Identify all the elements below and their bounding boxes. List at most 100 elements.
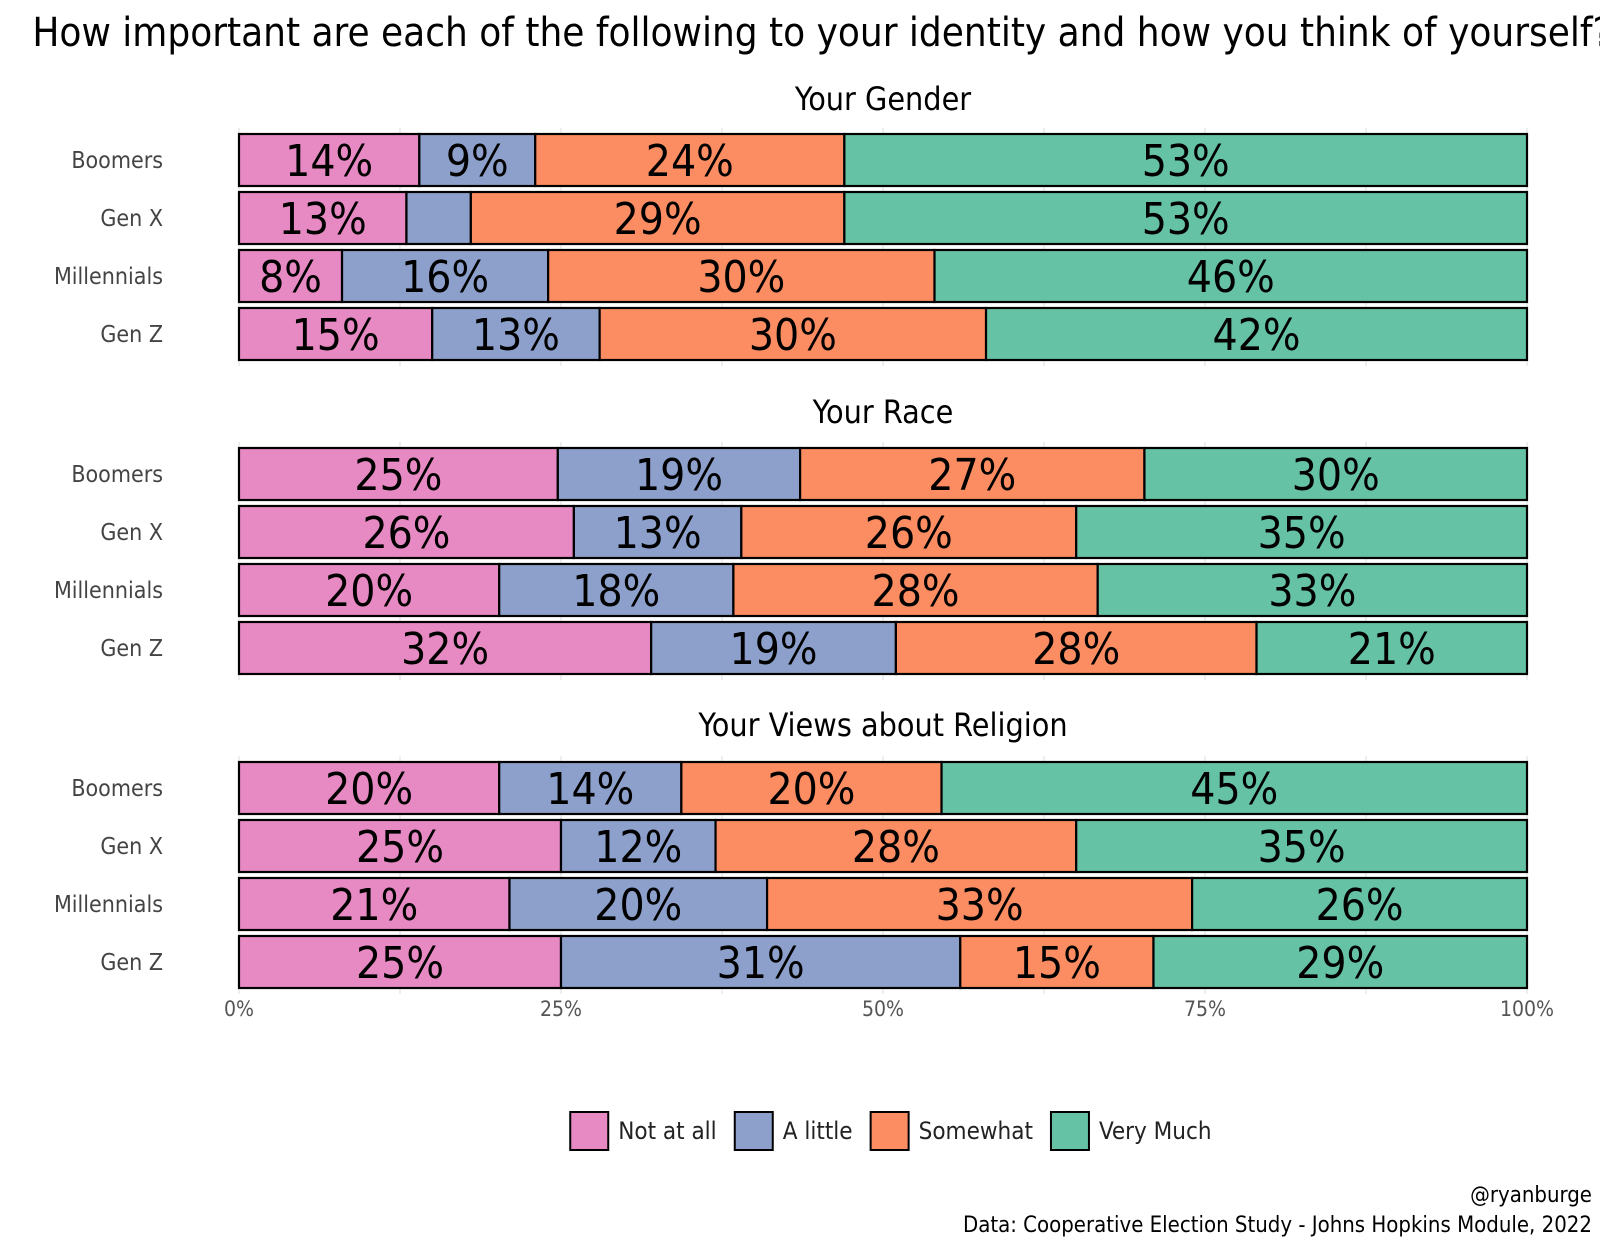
bar-segment-very-much xyxy=(984,306,1529,362)
x-tick-label: 50% xyxy=(862,997,904,1021)
legend-label: Not at all xyxy=(618,1117,716,1145)
legend-item-somewhat: Somewhat xyxy=(869,1111,1033,1151)
y-tick-label: Gen Z xyxy=(100,950,163,976)
y-tick-label: Gen X xyxy=(100,834,163,860)
bar-segment-a-little xyxy=(650,620,897,676)
facet-your-gender: Your Gender Boomers 14% 9% 24% 53% Gen X 13% 29%… xyxy=(54,80,1529,362)
x-tick-label: 25% xyxy=(540,997,582,1021)
data-label: 30% xyxy=(697,252,785,303)
data-label: 20% xyxy=(325,566,413,617)
data-label: 29% xyxy=(1296,938,1384,989)
x-tick-label: 0% xyxy=(224,997,254,1021)
bar-segment-somewhat xyxy=(894,620,1258,676)
bar-segment-very-much xyxy=(1143,446,1529,502)
facet-your-views-about-religion: Your Views about Religion Boomers 20% 14% 20… xyxy=(54,706,1529,990)
data-label: 27% xyxy=(928,450,1016,501)
bar-segment-very-much xyxy=(940,760,1529,816)
bar-segment-somewhat xyxy=(598,306,988,362)
legend-label: Somewhat xyxy=(919,1117,1033,1145)
facet-title: Your Gender xyxy=(794,80,971,118)
data-label: 33% xyxy=(1268,566,1356,617)
data-label: 42% xyxy=(1213,310,1301,361)
bar-segment-a-little xyxy=(431,306,601,362)
data-label: 28% xyxy=(852,822,940,873)
data-label: 14% xyxy=(546,764,634,815)
bar-segment-very-much xyxy=(1075,818,1529,874)
data-label: 21% xyxy=(1348,624,1436,675)
data-label: 19% xyxy=(635,450,723,501)
data-label: 31% xyxy=(717,938,805,989)
legend-item-a-little: A little xyxy=(733,1111,853,1151)
data-label: 13% xyxy=(614,508,702,559)
bar-segment-a-little xyxy=(340,248,550,304)
bar-segment-a-little xyxy=(556,446,802,502)
y-tick-label: Millennials xyxy=(54,892,163,918)
data-label: 13% xyxy=(279,194,367,245)
data-label: 53% xyxy=(1142,136,1230,187)
y-tick-label: Boomers xyxy=(71,462,163,488)
data-label: 25% xyxy=(356,938,444,989)
bar-segment-somewhat xyxy=(534,132,846,188)
data-label: 25% xyxy=(356,822,444,873)
y-tick-label: Gen Z xyxy=(100,636,163,662)
legend-key xyxy=(733,1111,774,1151)
bar-segment-very-much xyxy=(1191,876,1529,932)
data-label: 16% xyxy=(401,252,489,303)
legend-label: A little xyxy=(783,1117,853,1145)
bar-segment-somewhat xyxy=(547,248,936,304)
bar-segment-very-much xyxy=(843,190,1529,246)
data-label: 26% xyxy=(1316,880,1404,931)
data-label: 32% xyxy=(401,624,489,675)
bar-segment-not-at-all xyxy=(237,306,434,362)
bar-segment-not-at-all xyxy=(237,760,501,816)
bar-segment-a-little xyxy=(405,190,472,246)
chart-title: How important are each of the following … xyxy=(32,10,1600,56)
data-label: 33% xyxy=(936,880,1024,931)
y-tick-label: Boomers xyxy=(71,148,163,174)
legend-key xyxy=(869,1111,910,1151)
data-label: 15% xyxy=(1013,938,1101,989)
legend-label: Very Much xyxy=(1099,1117,1212,1145)
data-label: 20% xyxy=(325,764,413,815)
bar-segment-somewhat xyxy=(680,760,943,816)
data-label: 24% xyxy=(646,136,734,187)
data-label: 13% xyxy=(472,310,560,361)
bar-segment-very-much xyxy=(1096,562,1529,618)
data-label: 30% xyxy=(1292,450,1380,501)
x-axis: 0% 25% 50% 75% 100% xyxy=(224,997,1554,1021)
bar-segment-not-at-all xyxy=(237,190,408,246)
data-label: 26% xyxy=(362,508,450,559)
bar-segment-somewhat xyxy=(732,562,1099,618)
bar-segment-a-little xyxy=(572,504,743,560)
y-tick-label: Millennials xyxy=(54,264,163,290)
data-label: 14% xyxy=(285,136,373,187)
bar-segment-very-much xyxy=(843,132,1529,188)
facet-your-race: Your Race Boomers 25% 19% 27% 30% Gen X 26% 13% 2… xyxy=(54,393,1529,676)
legend-item-not-at-all: Not at all xyxy=(569,1111,717,1151)
data-label: 29% xyxy=(614,194,702,245)
data-label: 26% xyxy=(865,508,953,559)
data-label: 45% xyxy=(1190,764,1278,815)
legend-item-very-much: Very Much xyxy=(1049,1111,1212,1151)
bar-segment-somewhat xyxy=(765,876,1194,932)
data-label: 20% xyxy=(594,880,682,931)
x-tick-label: 75% xyxy=(1184,997,1226,1021)
bar-segment-somewhat xyxy=(959,934,1155,990)
facet-title: Your Race xyxy=(812,393,954,431)
data-label: 35% xyxy=(1258,508,1346,559)
bar-segment-very-much xyxy=(1255,620,1529,676)
bar-segment-somewhat xyxy=(799,446,1146,502)
legend: Not at all A little Somewhat Very Much xyxy=(569,1111,1212,1151)
facets-layer: Your Gender Boomers 14% 9% 24% 53% Gen X 13% 29%… xyxy=(54,80,1529,990)
data-label: 35% xyxy=(1258,822,1346,873)
data-label: 28% xyxy=(1032,624,1120,675)
bar-segment-somewhat xyxy=(740,504,1078,560)
data-label: 46% xyxy=(1187,252,1275,303)
x-tick-label: 100% xyxy=(1500,997,1554,1021)
bar-segment-very-much xyxy=(933,248,1529,304)
caption-source: Data: Cooperative Election Study - Johns… xyxy=(963,1213,1592,1238)
data-label: 18% xyxy=(572,566,660,617)
data-label: 8% xyxy=(259,252,322,303)
bar-segment-not-at-all xyxy=(237,562,501,618)
